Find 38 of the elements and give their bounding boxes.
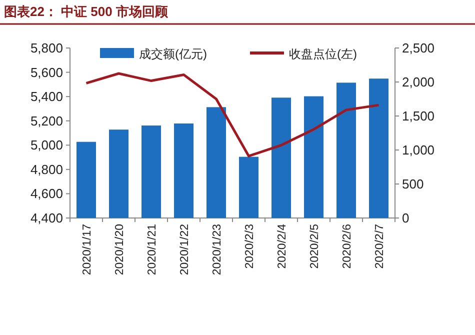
legend-label: 收盘点位(左) — [289, 47, 357, 61]
x-tick-label: 2020/1/20 — [114, 224, 126, 276]
bar — [109, 130, 128, 218]
x-tick-label: 2020/2/7 — [374, 224, 386, 269]
y-tick-label: 5,200 — [30, 113, 63, 128]
bar — [142, 126, 161, 218]
y2-tick-label: 2,500 — [402, 40, 435, 56]
y2-tick-label: 2,000 — [402, 74, 435, 90]
y2-tick-label: 0 — [402, 210, 410, 226]
bar — [239, 156, 258, 218]
chart-title: 图表22： 中证 500 市场回顾 — [4, 4, 169, 19]
x-tick-label: 2020/2/4 — [276, 223, 288, 269]
x-tick-label: 2020/1/17 — [81, 224, 94, 276]
bar — [336, 82, 356, 218]
y-tick-label: 4,600 — [30, 186, 63, 202]
bar — [369, 78, 388, 218]
y2-tick-label: 1,000 — [402, 142, 435, 158]
y2-tick-label: 1,500 — [402, 108, 435, 124]
bar — [76, 142, 96, 218]
y-tick-label: 5,800 — [30, 40, 63, 56]
y-tick-label: 4,800 — [30, 162, 63, 177]
bar — [272, 98, 291, 218]
bar — [206, 107, 226, 218]
x-tick-label: 2020/1/23 — [211, 224, 224, 276]
y-tick-label: 4,400 — [30, 210, 63, 226]
y-tick-label: 5,400 — [30, 89, 63, 104]
bar — [304, 96, 324, 218]
x-tick-label: 2020/2/3 — [244, 224, 256, 269]
x-tick-label: 2020/2/5 — [308, 224, 321, 269]
y2-tick-label: 500 — [402, 176, 424, 192]
bar — [174, 123, 194, 218]
line-series — [85, 72, 380, 158]
x-tick-label: 2020/1/21 — [146, 224, 158, 276]
y-tick-label: 5,000 — [30, 138, 63, 153]
legend-label: 成交额(亿元) — [139, 47, 207, 61]
y-tick-label: 5,600 — [30, 64, 63, 80]
x-tick-label: 2020/2/6 — [341, 224, 354, 269]
x-tick-label: 2020/1/22 — [178, 224, 191, 276]
